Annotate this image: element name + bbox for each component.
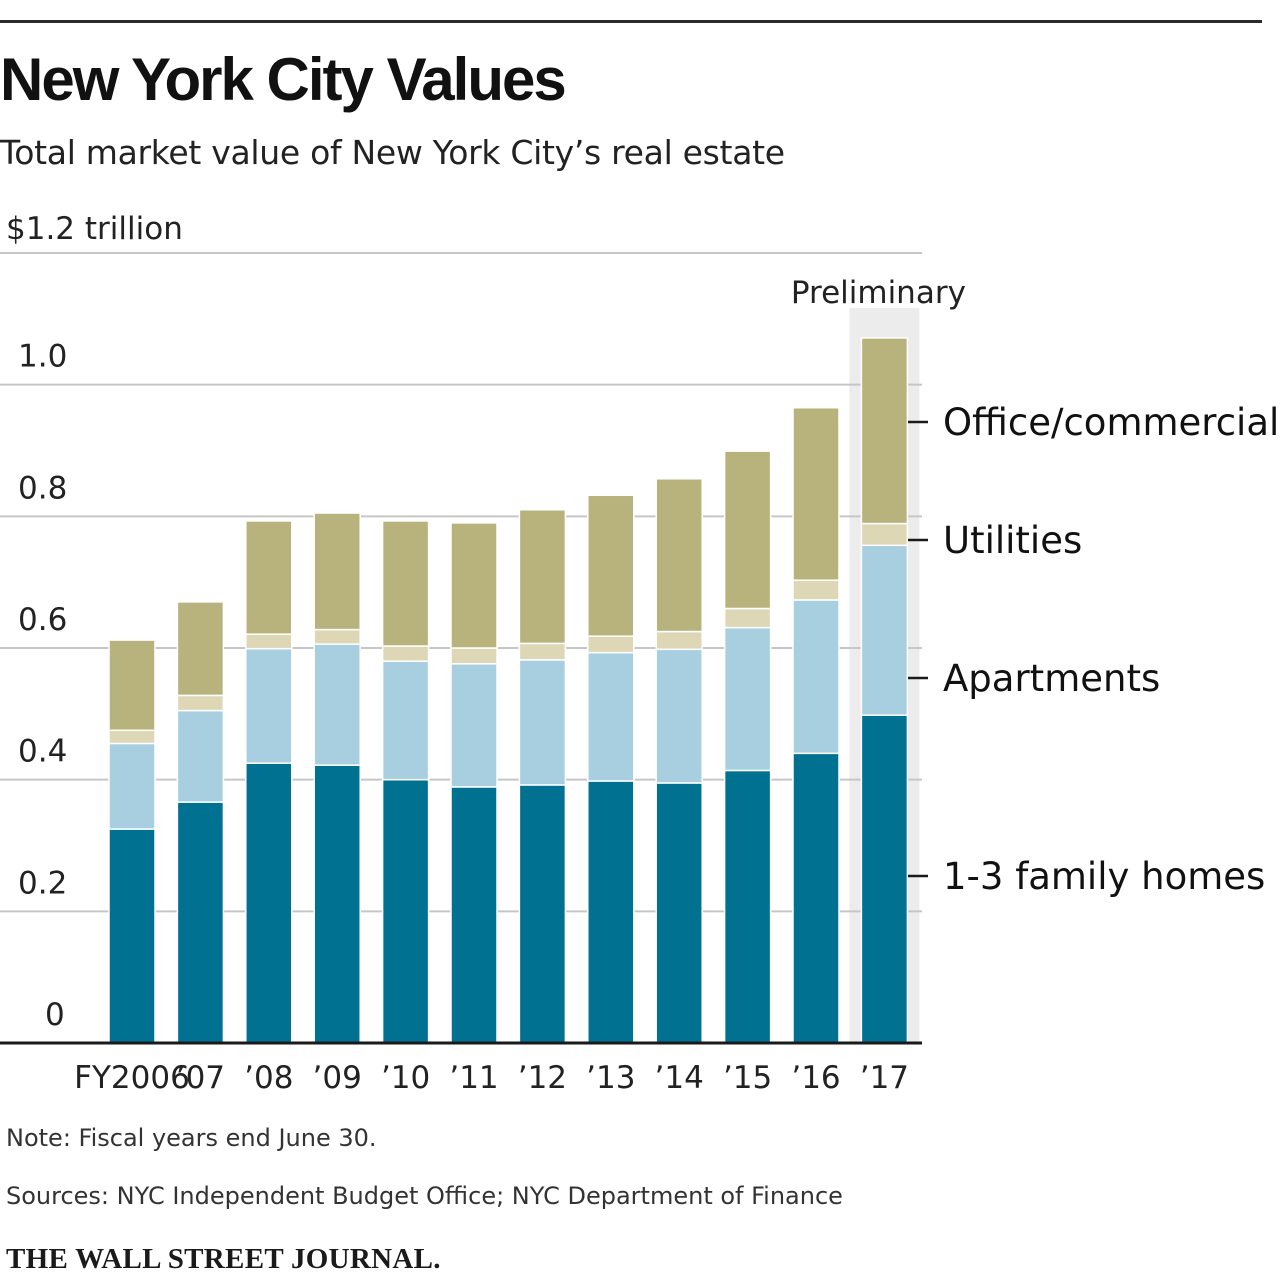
bar-segment (108, 639, 156, 732)
x-tick-label: ’11 (449, 1060, 498, 1096)
x-tick-label: ’14 (655, 1060, 704, 1096)
bar-segment (108, 729, 156, 745)
bar-segment (587, 780, 635, 1044)
bar-segment (450, 786, 498, 1044)
chart-subtitle: Total market value of New York City’s re… (0, 133, 785, 172)
bar-segment (108, 828, 156, 1044)
bar-segment (313, 628, 361, 645)
bar-segment (792, 752, 840, 1044)
bar-segment (108, 742, 156, 830)
bar-segment (245, 762, 293, 1044)
bar-segment (723, 450, 772, 610)
bar-segment (587, 651, 635, 782)
bar-segment (176, 601, 225, 697)
bar-segment (587, 635, 635, 654)
bar-segment (792, 579, 840, 601)
bar-segment (792, 599, 840, 755)
bar-segment (313, 643, 361, 766)
bar-segment (450, 663, 498, 788)
y-unit-label: $1.2 trillion (6, 211, 183, 247)
bar-segment (381, 520, 430, 647)
bar-segment (723, 769, 772, 1044)
chart-source: Sources: NYC Independent Budget Office; … (6, 1182, 843, 1210)
bar-segment (587, 494, 635, 637)
bar-segment (381, 660, 430, 781)
bar-segment (313, 764, 361, 1044)
chart-note: Note: Fiscal years end June 30. (6, 1124, 377, 1152)
bar-segment (381, 778, 430, 1044)
bar-segment (176, 694, 225, 712)
x-tick-label: ’16 (791, 1060, 840, 1096)
y-tick-label: 0 (45, 997, 65, 1033)
bar-segment (176, 709, 225, 803)
bar-segment (518, 642, 567, 661)
bar-segment (176, 801, 225, 1044)
y-tick-label: 0.4 (18, 734, 67, 770)
x-tick-label: ’17 (860, 1060, 909, 1096)
bar-segment (450, 647, 498, 665)
x-tick-label: FY2006 (74, 1060, 190, 1096)
x-tick-label: ’09 (313, 1060, 362, 1096)
publisher-logo: THE WALL STREET JOURNAL. (6, 1243, 441, 1275)
y-tick-label: 1.0 (18, 339, 67, 375)
x-tick-label: ’15 (723, 1060, 772, 1096)
legend-label: Utilities (943, 519, 1082, 562)
bar-segment (313, 512, 361, 631)
bar-segment (518, 659, 567, 786)
bar-segment (245, 633, 293, 650)
legend-label: Office/commercial (943, 401, 1279, 444)
bar-segment (655, 782, 703, 1044)
bar-segment (655, 630, 703, 651)
bar-segment (655, 478, 703, 633)
preliminary-label: Preliminary (791, 275, 966, 311)
bar-segment (860, 714, 909, 1044)
stacked-bar-chart: 0 0.2 0.4 0.6 0.8 1.0 $1.2 trillion FY2006’07 ’0… (0, 211, 1279, 1096)
y-tick-label: 0.2 (18, 865, 67, 901)
bar-segment (518, 784, 567, 1044)
bar-segment (860, 522, 909, 547)
bar-segment (723, 607, 772, 629)
bar-segment (450, 522, 498, 649)
x-tick-label: ’07 (176, 1060, 225, 1096)
top-rule (0, 20, 1262, 23)
legend-label: 1-3 family homes (943, 855, 1265, 898)
x-tick-label: ’12 (518, 1060, 567, 1096)
bar-segment (792, 406, 840, 581)
x-tick-label: ’10 (381, 1060, 430, 1096)
chart-title: New York City Values (0, 46, 567, 113)
y-tick-label: 0.6 (18, 602, 67, 638)
bar-segment (245, 520, 293, 635)
bar-segment (655, 648, 703, 784)
bar-segment (518, 509, 567, 645)
bar-segment (860, 337, 909, 525)
legend-label: Apartments (943, 657, 1160, 700)
x-tick-label: ’13 (586, 1060, 635, 1096)
bar-segment (860, 544, 909, 716)
bar-segment (381, 645, 430, 662)
y-tick-label: 0.8 (18, 470, 67, 506)
x-tick-label: ’08 (244, 1060, 293, 1096)
bar-segment (245, 647, 293, 764)
bar-segment (723, 626, 772, 772)
